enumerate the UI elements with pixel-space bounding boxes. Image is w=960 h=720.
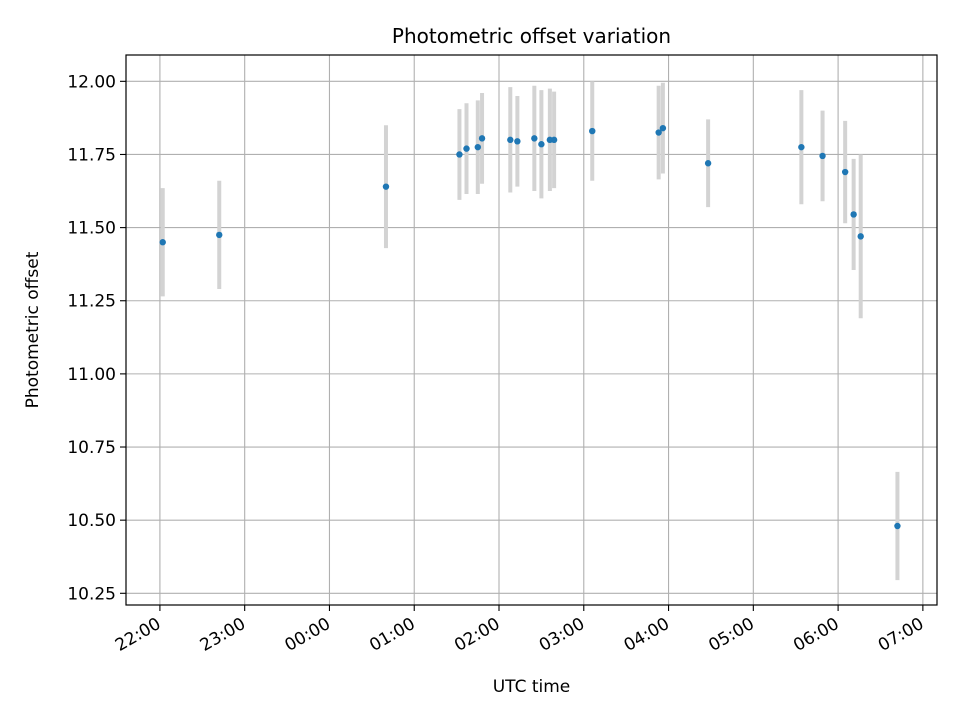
x-axis-title: UTC time [493,677,571,697]
data-point [589,127,596,135]
data-point [159,239,166,246]
data-point [798,143,805,151]
data-point [514,138,521,145]
y-tick-label: 10.75 [67,438,116,458]
y-tick-label: 10.25 [67,584,116,604]
data-point [550,136,558,144]
grid [126,55,937,605]
data-point [841,168,849,176]
chart-title: Photometric offset variation [392,24,671,48]
data-point [216,231,223,239]
data-point [857,233,864,240]
y-tick-label: 11.00 [67,365,116,385]
data-point [463,145,470,152]
data-point [659,124,667,132]
y-axis-title: Photometric offset [23,251,43,408]
y-axis-ticks: 10.25 10.50 10.75 11.00 11.25 11.50 11.75 12.00 [67,72,126,604]
data-points [159,124,901,530]
data-point [819,152,826,160]
y-tick-label: 11.50 [67,219,116,239]
y-tick-label: 11.25 [67,292,116,312]
data-point [538,141,545,148]
y-tick-label: 12.00 [67,72,116,92]
data-point [474,143,482,151]
data-point [894,522,901,530]
y-tick-label: 10.50 [67,511,116,531]
data-point [456,151,463,158]
y-tick-label: 11.75 [67,145,116,165]
data-point [850,211,857,218]
data-point [507,136,514,144]
data-point [382,183,390,190]
plot-frame [125,54,938,606]
data-point [655,129,662,136]
data-point [531,135,538,142]
data-point [704,160,712,167]
data-point [478,135,486,142]
